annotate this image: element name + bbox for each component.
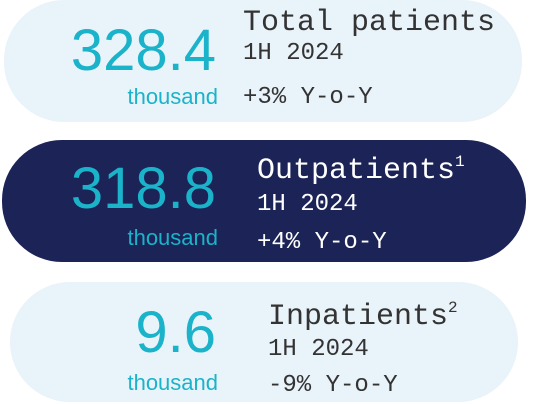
change: +4% Y-o-Y	[257, 229, 387, 256]
unit: thousand	[127, 370, 218, 395]
label-text: Inpatients	[268, 300, 449, 334]
change: +3% Y-o-Y	[243, 84, 373, 111]
label-text: Outpatients	[257, 154, 456, 188]
footnote: 2	[448, 299, 458, 317]
unit: thousand	[127, 84, 218, 109]
change: -9% Y-o-Y	[268, 372, 398, 399]
label: Outpatients1	[257, 154, 465, 186]
card	[10, 282, 518, 402]
period: 1H 2024	[268, 336, 369, 363]
card	[4, 0, 522, 122]
big-number: 9.6	[135, 300, 216, 365]
unit: thousand	[127, 225, 218, 250]
footnote: 1	[455, 153, 465, 171]
label: Inpatients2	[268, 300, 458, 332]
label: Total patients	[243, 6, 496, 40]
card	[2, 140, 526, 262]
big-number: 328.4	[70, 18, 216, 83]
period: 1H 2024	[243, 40, 344, 67]
big-number: 318.8	[70, 156, 216, 221]
period: 1H 2024	[257, 191, 358, 218]
